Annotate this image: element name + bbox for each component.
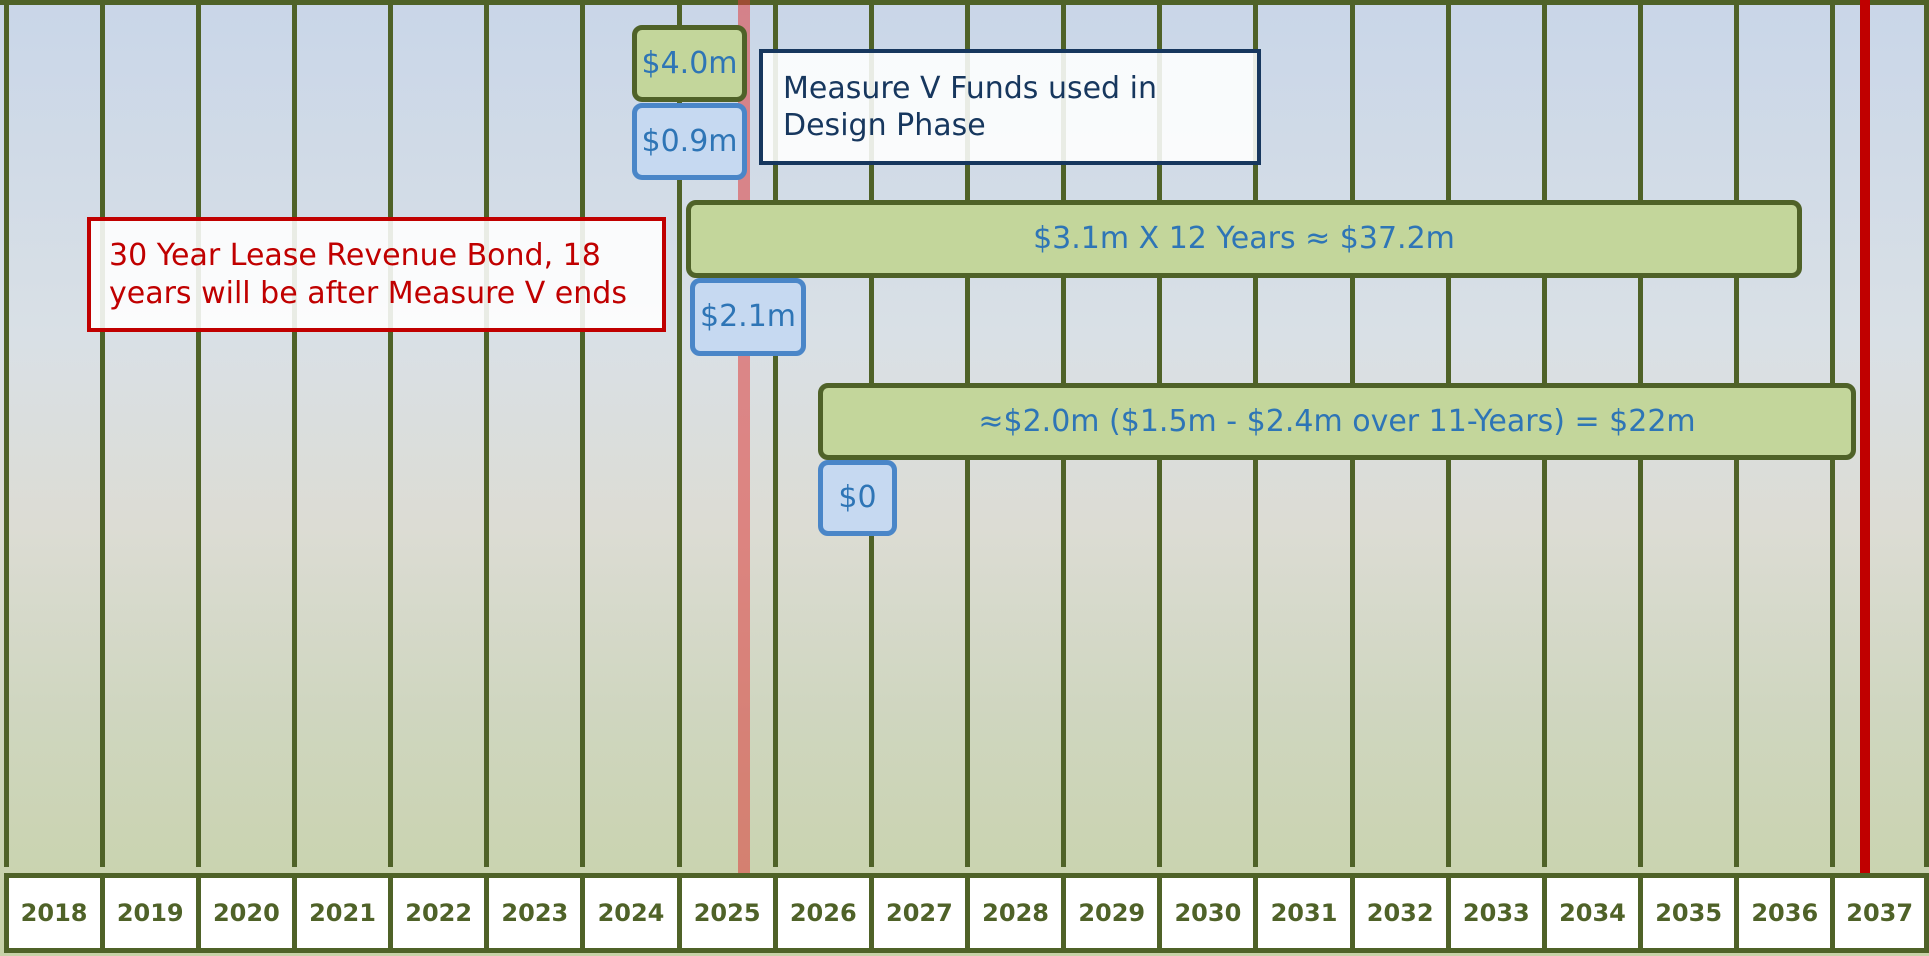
timeline: $4.0m $0.9m Measure V Funds used in Desi… [0,0,1929,956]
operations-measure-v: $0 [818,460,897,536]
year-label: 2022 [388,873,489,953]
year-label: 2024 [580,873,681,953]
design-note: Measure V Funds used in Design Phase [759,49,1261,165]
column-line [196,0,201,867]
bond-measure-v: $2.1m [690,278,806,356]
design-total: $4.0m [632,25,747,102]
year-label: 2032 [1350,873,1451,953]
top-border [0,0,1929,5]
year-label: 2019 [100,873,201,953]
column-line [388,0,393,867]
year-label: 2035 [1638,873,1739,953]
column-line [1924,0,1929,867]
measure-v-end-line [1860,0,1870,873]
bond-bar: $3.1m X 12 Years ≈ $37.2m [686,200,1802,278]
year-label: 2029 [1061,873,1162,953]
column-line [580,0,585,867]
year-label: 2028 [965,873,1066,953]
year-label: 2026 [773,873,874,953]
operations-bar: ≈$2.0m ($1.5m - $2.4m over 11-Years) = $… [818,383,1856,460]
design-measure-v: $0.9m [632,103,747,180]
year-label: 2018 [4,873,105,953]
year-label: 2020 [196,873,297,953]
year-label: 2034 [1542,873,1643,953]
year-label: 2021 [292,873,393,953]
year-label: 2033 [1446,873,1547,953]
year-label: 2030 [1157,873,1258,953]
year-label: 2031 [1253,873,1354,953]
year-label: 2027 [869,873,970,953]
column-line [484,0,489,867]
bond-note: 30 Year Lease Revenue Bond, 18 years wil… [87,217,666,332]
column-line [100,0,105,867]
column-line [292,0,297,867]
year-label: 2025 [677,873,778,953]
year-label: 2037 [1830,873,1929,953]
column-line [4,0,9,867]
year-label: 2023 [484,873,585,953]
year-label: 2036 [1734,873,1835,953]
